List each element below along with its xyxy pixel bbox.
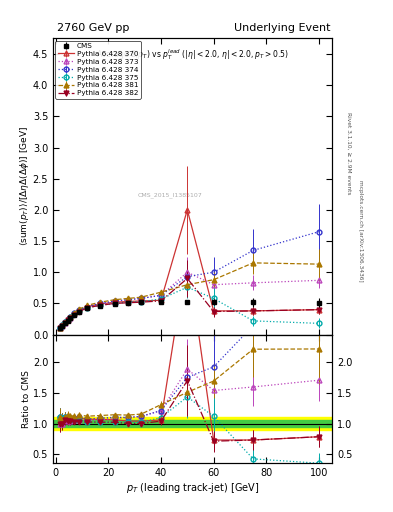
Legend: CMS, Pythia 6.428 370, Pythia 6.428 373, Pythia 6.428 374, Pythia 6.428 375, Pyt: CMS, Pythia 6.428 370, Pythia 6.428 373,… xyxy=(55,40,141,99)
Text: 2760 GeV pp: 2760 GeV pp xyxy=(57,23,129,33)
Bar xyxy=(53,417,332,430)
X-axis label: $p_T$ (leading track-jet) [GeV]: $p_T$ (leading track-jet) [GeV] xyxy=(126,481,259,495)
Text: Average $\Sigma(p_T)$ vs $p_T^{lead}$ ($|\eta|<2.0$, $\eta|<2.0$, $p_T>0.5$): Average $\Sigma(p_T)$ vs $p_T^{lead}$ ($… xyxy=(96,47,289,62)
Bar xyxy=(53,420,332,426)
Y-axis label: $\langle$sum$(p_T)\rangle/[\Delta\eta\Delta(\Delta\phi)]$ [GeV]: $\langle$sum$(p_T)\rangle/[\Delta\eta\De… xyxy=(18,126,31,246)
Text: mcplots.cern.ch [arXiv:1306.3436]: mcplots.cern.ch [arXiv:1306.3436] xyxy=(358,180,363,281)
Y-axis label: Ratio to CMS: Ratio to CMS xyxy=(22,370,31,428)
Text: Underlying Event: Underlying Event xyxy=(233,23,330,33)
Text: Rivet 3.1.10, ≥ 2.9M events: Rivet 3.1.10, ≥ 2.9M events xyxy=(347,112,352,195)
Text: CMS_2015_I1385107: CMS_2015_I1385107 xyxy=(138,193,203,198)
